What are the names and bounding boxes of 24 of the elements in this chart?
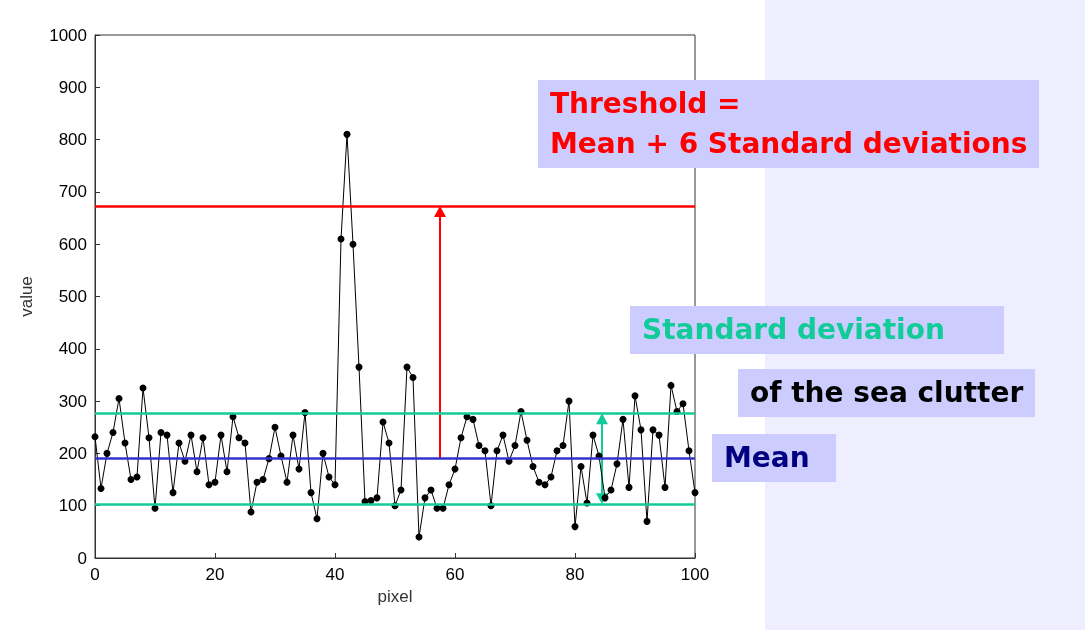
y-tick-label: 0 (77, 548, 87, 568)
y-tick-label: 300 (58, 391, 87, 411)
y-tick-label: 500 (58, 287, 87, 306)
y-tick-label: 200 (58, 443, 87, 463)
x-tick-label: 0 (90, 565, 100, 584)
x-tick-label: 100 (680, 565, 710, 584)
y-axis-title: value (17, 276, 36, 317)
y-tick-label: 400 (58, 339, 87, 359)
annotation: Standard deviation (642, 312, 946, 348)
y-tick-label: 100 (58, 496, 87, 516)
y-tick-label: 600 (58, 234, 87, 254)
y-tick-label: 700 (58, 182, 87, 202)
x-axis-title: pixel (377, 587, 413, 606)
y-tick-label: 800 (58, 130, 87, 150)
text: of the sea clutter (750, 375, 1024, 411)
x-tick-label: 20 (205, 565, 225, 584)
y-tick-label: 900 (58, 77, 87, 97)
y-tick-label: 1000 (49, 25, 87, 45)
ref-line-label: Mean (724, 440, 811, 476)
x-tick-label: 80 (565, 565, 585, 584)
annotation: Threshold = (550, 86, 742, 122)
x-tick-label: 40 (325, 565, 345, 584)
x-tick-label: 60 (445, 565, 465, 584)
annotation: Mean + 6 Standard deviations (550, 126, 1028, 162)
